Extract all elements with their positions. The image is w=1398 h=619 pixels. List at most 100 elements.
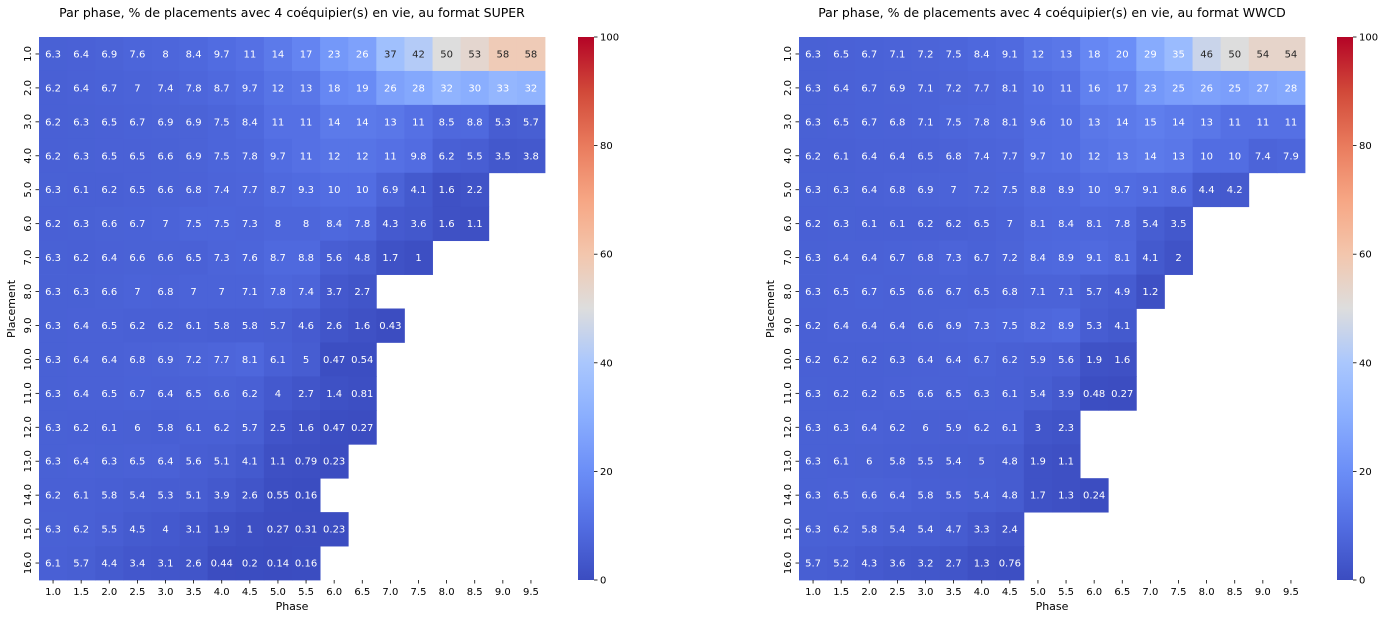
heatmap-cell bbox=[1192, 70, 1222, 106]
heatmap-cell bbox=[235, 342, 265, 377]
cell-value-label: 6.3 bbox=[45, 253, 61, 264]
x-tick-label: 9.0 bbox=[1255, 587, 1271, 598]
heatmap-cell bbox=[1052, 410, 1081, 445]
heatmap-cell bbox=[179, 342, 209, 377]
heatmap-cell bbox=[827, 172, 856, 208]
cell-value-label: 6.1 bbox=[833, 151, 849, 162]
heatmap-cell bbox=[67, 240, 96, 275]
cell-value-label: 6.6 bbox=[101, 287, 117, 298]
heatmap-cell bbox=[1276, 70, 1306, 106]
cell-value-label: 8.8 bbox=[1030, 185, 1046, 196]
colorbar-tick-label: 40 bbox=[1359, 358, 1372, 369]
cell-value-label: 4.8 bbox=[1002, 457, 1018, 468]
y-tick-label: 4.0 bbox=[783, 148, 794, 164]
cell-value-label: 0.16 bbox=[295, 559, 317, 570]
cell-value-label: 7.5 bbox=[214, 117, 230, 128]
heatmap-cell bbox=[911, 37, 940, 72]
heatmap-cell bbox=[235, 37, 265, 72]
cell-value-label: 30 bbox=[468, 83, 481, 94]
y-tick-label: 16.0 bbox=[23, 552, 34, 574]
y-tick-label: 15.0 bbox=[23, 518, 34, 540]
cell-value-label: 6.8 bbox=[918, 253, 934, 264]
heatmap-cell bbox=[179, 138, 209, 174]
cell-value-label: 6.2 bbox=[833, 389, 849, 400]
heatmap-cell bbox=[123, 410, 152, 445]
heatmap-cell bbox=[179, 70, 209, 106]
heatmap-cell bbox=[235, 376, 265, 411]
heatmap-cell bbox=[235, 70, 265, 106]
cell-value-label: 6.8 bbox=[889, 117, 905, 128]
heatmap-cell bbox=[123, 138, 152, 174]
cell-value-label: 11 bbox=[272, 117, 285, 128]
cell-value-label: 6.2 bbox=[1002, 355, 1018, 366]
heatmap-cell bbox=[292, 444, 321, 479]
cell-value-label: 37 bbox=[384, 49, 397, 60]
heatmap-cell bbox=[1136, 70, 1165, 106]
cell-value-label: 7.8 bbox=[186, 83, 202, 94]
heatmap-cell bbox=[911, 478, 940, 513]
heatmap-cell bbox=[939, 138, 969, 174]
cell-value-label: 8.4 bbox=[1058, 219, 1074, 230]
heatmap-cell bbox=[376, 172, 405, 208]
heatmap-cell bbox=[151, 376, 180, 411]
heatmap-cell bbox=[995, 410, 1025, 445]
x-tick-label: 5.5 bbox=[1058, 587, 1074, 598]
cell-value-label: 7.6 bbox=[242, 253, 258, 264]
cell-value-label: 3.6 bbox=[411, 219, 427, 230]
heatmap-chart-wwcd: Par phase, % de placements avec 4 coéqui… bbox=[764, 5, 1378, 613]
heatmap-cell bbox=[827, 138, 856, 174]
y-tick-label: 5.0 bbox=[783, 182, 794, 198]
cell-value-label: 6.5 bbox=[918, 151, 934, 162]
heatmap-cell bbox=[39, 478, 68, 513]
heatmap-cell bbox=[939, 308, 969, 343]
heatmap-cell bbox=[95, 274, 124, 309]
cell-value-label: 9.7 bbox=[1114, 185, 1130, 196]
cell-value-label: 8.1 bbox=[1002, 83, 1018, 94]
cell-value-label: 5.4 bbox=[946, 457, 962, 468]
cell-value-label: 13 bbox=[300, 83, 313, 94]
cell-value-label: 6.8 bbox=[889, 185, 905, 196]
heatmap-cell bbox=[348, 206, 377, 242]
heatmap-cell bbox=[1192, 104, 1222, 140]
heatmap-cell bbox=[1276, 37, 1306, 72]
cell-value-label: 2.7 bbox=[946, 559, 962, 570]
cell-value-label: 7.5 bbox=[214, 151, 230, 162]
heatmap-cell bbox=[967, 308, 997, 343]
cell-value-label: 5.7 bbox=[242, 423, 258, 434]
cell-value-label: 11 bbox=[1060, 83, 1073, 94]
x-tick-label: 2.0 bbox=[861, 587, 877, 598]
cell-value-label: 11 bbox=[412, 117, 425, 128]
cell-value-label: 6.6 bbox=[918, 287, 934, 298]
heatmap-cell bbox=[967, 172, 997, 208]
heatmap-cell bbox=[827, 478, 856, 513]
heatmap-cell bbox=[1052, 37, 1081, 72]
cell-value-label: 8 bbox=[275, 219, 281, 230]
y-tick-label: 10.0 bbox=[23, 348, 34, 370]
cell-value-label: 6.4 bbox=[861, 185, 877, 196]
heatmap-cell bbox=[995, 206, 1025, 242]
cell-value-label: 5.1 bbox=[214, 457, 230, 468]
colorbar-tick-label: 20 bbox=[1359, 467, 1372, 478]
heatmap-cell bbox=[95, 172, 124, 208]
heatmap-cell bbox=[179, 37, 209, 72]
cell-value-label: 5.8 bbox=[861, 525, 877, 536]
cell-value-label: 3.9 bbox=[214, 491, 230, 502]
cell-value-label: 4.4 bbox=[101, 559, 117, 570]
cell-value-label: 8.1 bbox=[1086, 219, 1102, 230]
heatmap-cell bbox=[39, 37, 68, 72]
heatmap-cell bbox=[263, 206, 293, 242]
heatmap-cell bbox=[123, 104, 152, 140]
cell-value-label: 25 bbox=[1228, 83, 1241, 94]
cell-value-label: 6.3 bbox=[45, 525, 61, 536]
heatmap-cell bbox=[320, 512, 349, 547]
cell-value-label: 29 bbox=[1144, 49, 1157, 60]
heatmap-cell bbox=[995, 342, 1025, 377]
cell-value-label: 7.1 bbox=[1030, 287, 1046, 298]
colorbar-tick-label: 100 bbox=[600, 33, 619, 44]
heatmap-cell bbox=[67, 104, 96, 140]
cell-value-label: 12 bbox=[328, 151, 341, 162]
heatmap-cell bbox=[95, 206, 124, 242]
heatmap-cell bbox=[404, 240, 433, 275]
heatmap-cell bbox=[123, 444, 152, 479]
heatmap-cell bbox=[39, 70, 68, 106]
